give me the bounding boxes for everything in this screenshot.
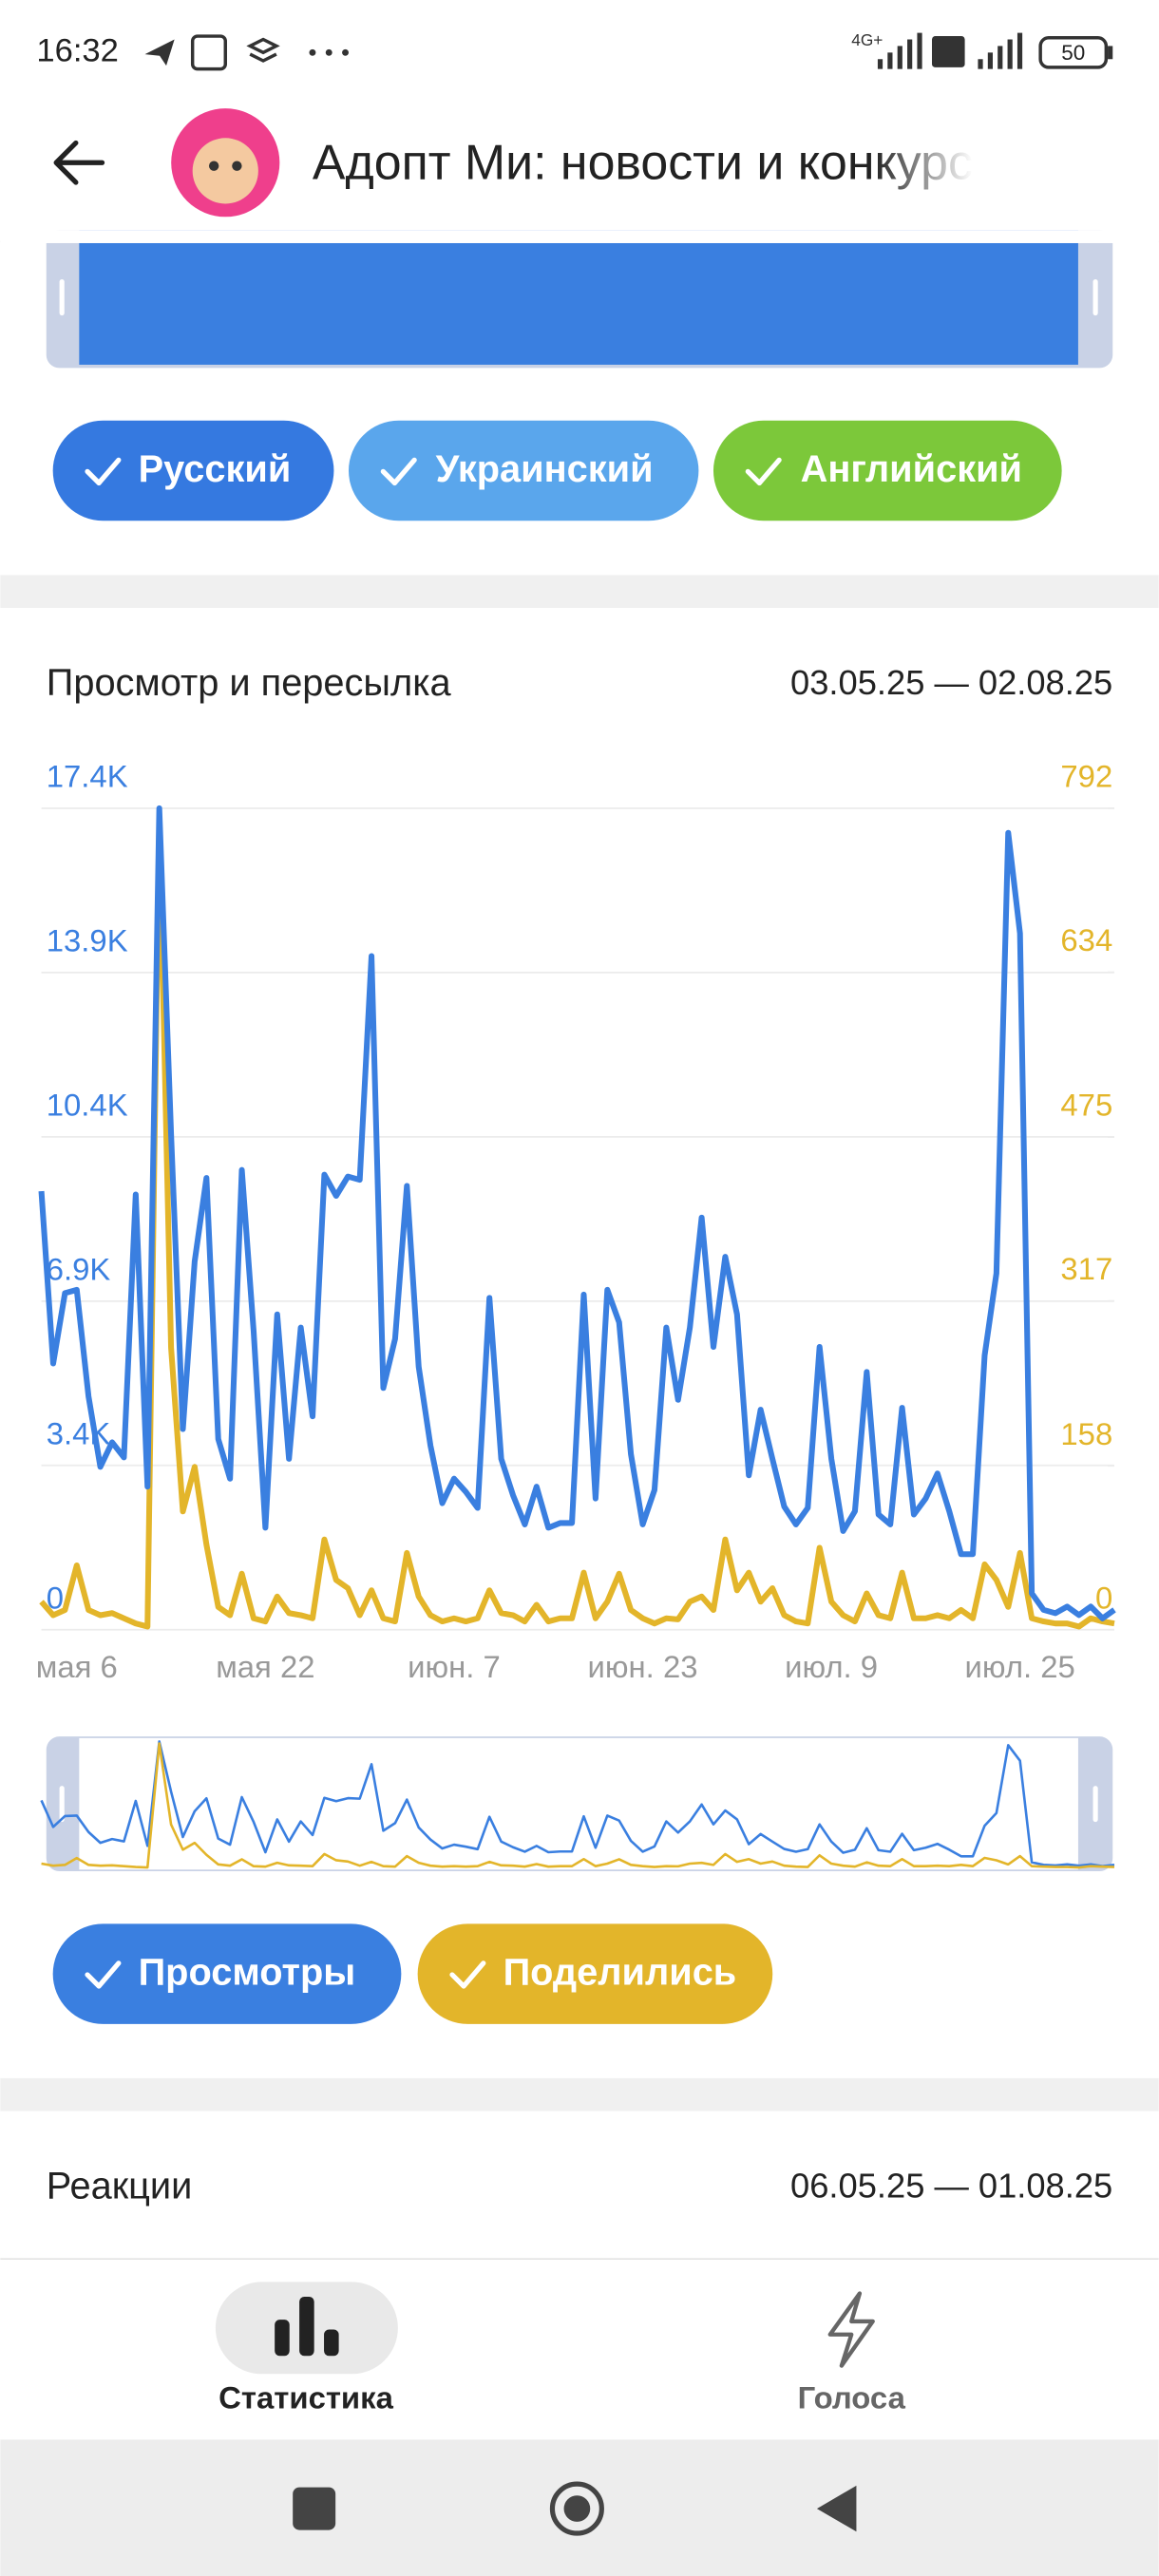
language-chip[interactable]: Украинский	[348, 420, 699, 521]
avatar-face	[192, 138, 258, 204]
chart-title: Просмотр и пересылка	[47, 662, 452, 704]
section-separator	[0, 575, 1159, 608]
range-handle[interactable]	[1092, 279, 1098, 316]
signal-icon	[978, 32, 1023, 69]
legend-toggle[interactable]: Поделились	[417, 1923, 773, 2024]
avatar-eye	[208, 161, 219, 171]
range-handle[interactable]	[1092, 1786, 1098, 1823]
battery-tip	[1108, 46, 1113, 60]
home-button[interactable]	[549, 2481, 604, 2536]
volte-icon	[931, 36, 965, 67]
language-chip[interactable]: Русский	[52, 420, 334, 521]
x-tick-label: июн. 7	[408, 1649, 501, 1684]
y2-tick-label: 792	[1060, 759, 1112, 794]
check-icon	[85, 1960, 122, 1989]
legend-chip[interactable]	[417, 1923, 773, 2024]
back-system-button[interactable]	[816, 2485, 857, 2532]
y-tick-label: 10.4K	[47, 1087, 128, 1122]
navigator-preview	[40, 1740, 1115, 1869]
legend-label: Поделились	[504, 1951, 737, 1993]
section-title: Реакции	[47, 2165, 193, 2207]
preview-line	[41, 1742, 1115, 1869]
nav-item[interactable]: Голоса	[798, 2291, 906, 2415]
y2-tick-label: 317	[1060, 1251, 1112, 1286]
status-icon	[246, 37, 280, 63]
language-chip[interactable]: Английский	[712, 420, 1062, 521]
range-handle[interactable]	[59, 279, 65, 316]
status-icon	[190, 34, 228, 71]
avatar-eye	[232, 161, 242, 171]
recent-apps-button[interactable]	[293, 2487, 336, 2530]
battery-icon	[1038, 36, 1109, 69]
preview-line	[40, 1740, 1115, 1868]
legend-label: Просмотры	[139, 1951, 356, 1993]
header-title: Адопт Ми: новости и конкурс	[313, 134, 973, 189]
nav-item[interactable]: Статистика	[215, 2282, 398, 2415]
series-line	[38, 805, 1116, 1621]
nav-label: Голоса	[798, 2380, 906, 2415]
status-dot	[325, 48, 332, 56]
legend: Просмотры Поделились	[52, 1923, 773, 2024]
y-tick-label: 0	[47, 1580, 64, 1615]
back-button[interactable]	[53, 140, 105, 185]
section-separator	[0, 2077, 1159, 2112]
y-tick-label: 3.4K	[47, 1415, 111, 1450]
x-tick-label: июн. 23	[588, 1649, 698, 1684]
status-time: 16:32	[36, 32, 119, 68]
bottom-nav	[0, 2259, 1159, 2440]
x-tick-label: июл. 9	[785, 1649, 878, 1684]
status-dot	[342, 48, 349, 56]
y-tick-label: 13.9K	[47, 922, 128, 957]
status-dot	[309, 48, 316, 56]
legend-toggle[interactable]: Просмотры	[52, 1923, 402, 2024]
plot	[38, 805, 1116, 1630]
y-tick-label: 6.9K	[47, 1251, 111, 1286]
legend-chip[interactable]	[52, 1923, 402, 2024]
chart-date-range: 03.05.25 — 02.08.25	[790, 663, 1112, 702]
x-tick-label: мая 6	[36, 1649, 118, 1684]
chip-label: Русский	[139, 448, 292, 490]
chip-label: Украинский	[436, 448, 654, 490]
check-icon	[449, 1960, 486, 1989]
signal-icon	[877, 32, 922, 69]
grid: 0 3.4K 6.9K 10.4K 13.9K 17.4K 0 158 317 475 634 792…	[36, 759, 1114, 1684]
battery-level: 50	[1061, 41, 1085, 65]
y2-tick-label: 634	[1060, 922, 1112, 957]
network-type: 4G+	[851, 30, 883, 49]
home-button-dot	[563, 2495, 591, 2522]
range-handle[interactable]	[59, 1786, 65, 1823]
range-selection[interactable]	[79, 230, 1078, 365]
series-line	[39, 819, 1115, 1630]
nav-label: Статистика	[218, 2380, 393, 2415]
y2-tick-label: 475	[1060, 1088, 1112, 1123]
y-tick-label: 17.4K	[47, 759, 128, 794]
y2-tick-label: 158	[1060, 1416, 1112, 1451]
x-tick-label: мая 22	[216, 1649, 314, 1684]
chip-label: Английский	[801, 448, 1022, 490]
header-cover	[0, 230, 1159, 243]
section-date-range: 06.05.25 — 01.08.25	[790, 2166, 1112, 2205]
status-icon	[144, 39, 175, 66]
x-tick-label: июл. 25	[965, 1649, 1075, 1684]
range-selection[interactable]	[79, 1737, 1078, 1870]
y2-tick-label: 0	[1095, 1580, 1112, 1615]
